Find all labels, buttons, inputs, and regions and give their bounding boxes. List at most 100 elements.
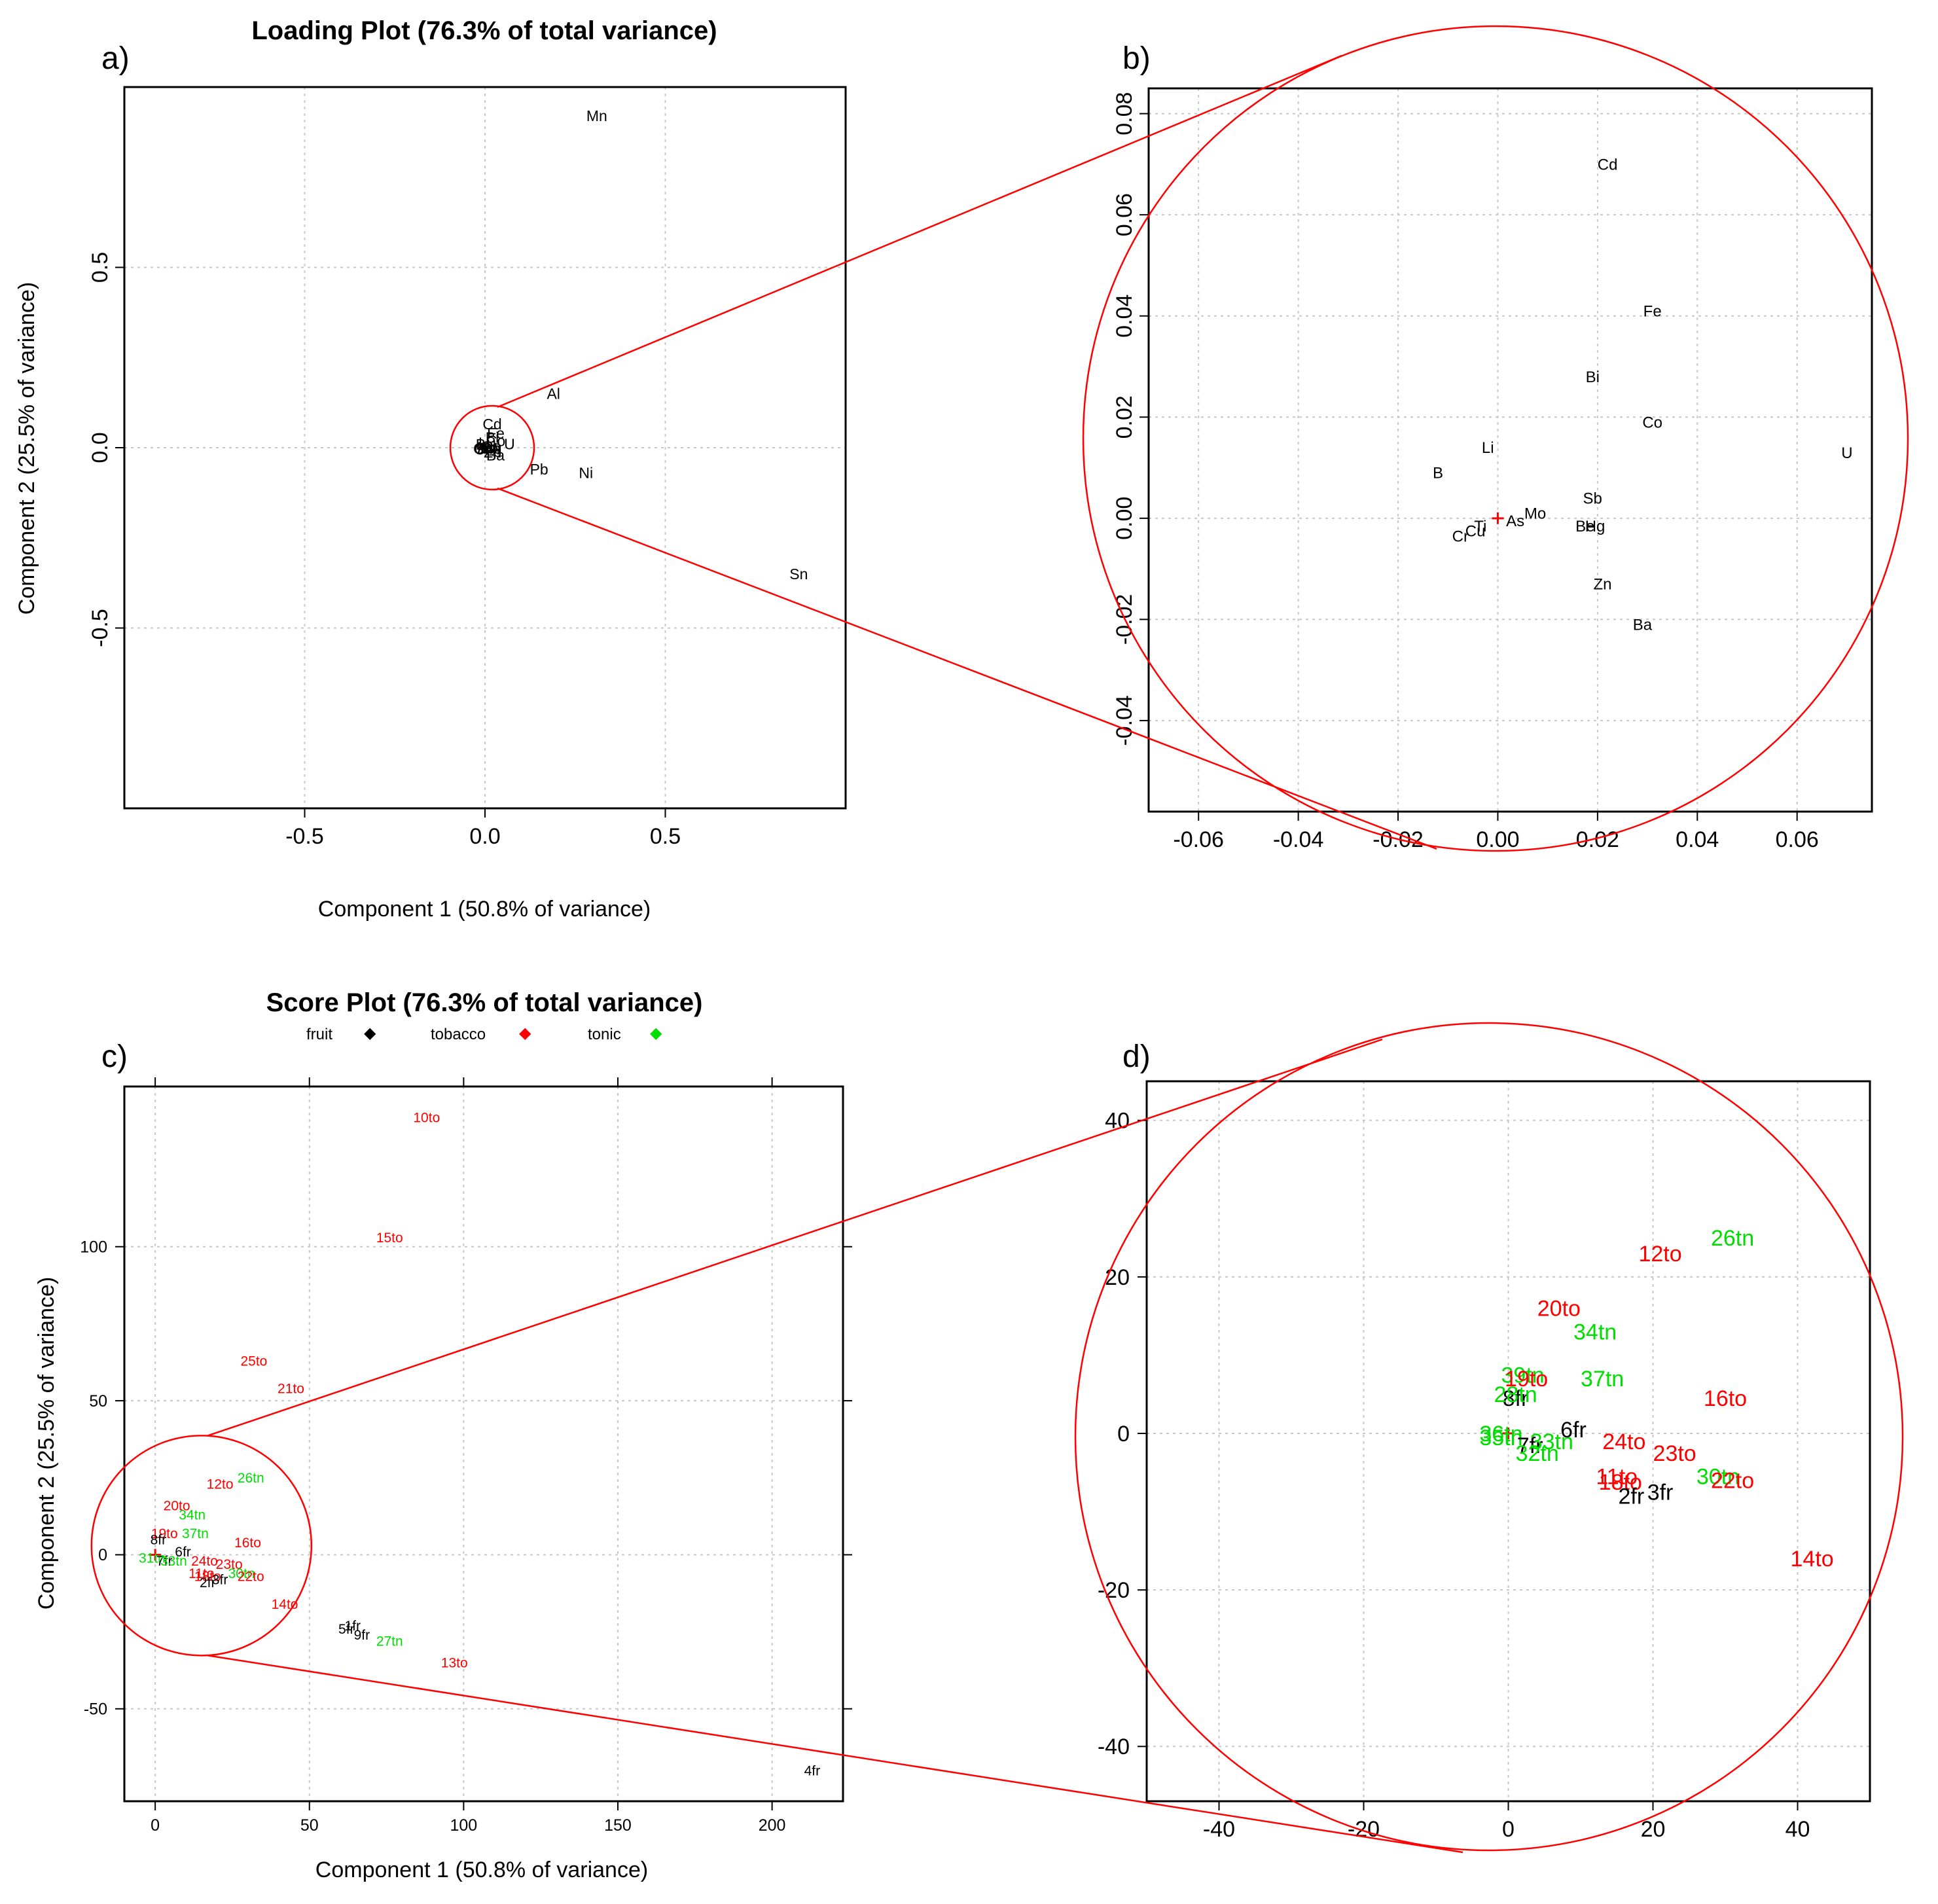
point-label-37tn: 37tn [1581, 1367, 1624, 1392]
x-tick-label: -40 [1203, 1817, 1235, 1842]
point-label-Sb: Sb [1583, 490, 1602, 507]
origin-marker [1502, 1428, 1515, 1440]
point-label-11to: 11to [188, 1566, 214, 1581]
zoom-connector-bottom-cd [207, 1655, 1463, 1854]
point-label-Cd: Cd [482, 416, 501, 433]
point-label-Fe: Fe [1643, 302, 1662, 320]
point-label-As: As [477, 440, 495, 457]
y-tick-label: 0.5 [88, 252, 113, 283]
zoom-circle-small-a [449, 404, 535, 491]
panel-label-d: d) [1122, 1039, 1151, 1074]
zoom-circle-small-c [90, 1435, 313, 1657]
y-tick-label: 40 [1105, 1109, 1130, 1134]
point-label-Co: Co [1642, 414, 1662, 431]
point-label-Mo: Mo [477, 439, 498, 456]
x-tick-label: 0.00 [1476, 827, 1519, 852]
plot-frame [123, 1085, 844, 1803]
y-tick-label: 0.06 [1112, 193, 1137, 236]
point-label-3fr: 3fr [212, 1572, 228, 1587]
point-label-34tn: 34tn [1573, 1320, 1617, 1345]
score-y-axis-title: Component 2 (25.5% of variance) [34, 1277, 59, 1609]
point-label-Bi: Bi [1586, 368, 1600, 386]
x-tick-label: 0.5 [650, 824, 681, 849]
point-label-27tn: 27tn [376, 1634, 403, 1649]
y-tick-label: -20 [1098, 1578, 1130, 1603]
zoom-circle-large-b [1082, 25, 1909, 852]
point-label-6fr: 6fr [175, 1545, 191, 1560]
point-label-Ba: Ba [486, 447, 505, 464]
point-label-6fr: 6fr [1560, 1418, 1587, 1443]
point-label-8fr: 8fr [151, 1532, 167, 1547]
y-tick-label: 100 [80, 1238, 107, 1257]
zoom-connector-top-cd [207, 1038, 1383, 1437]
point-label-21to: 21to [278, 1382, 304, 1397]
origin-marker [149, 1549, 162, 1561]
legend-marker-tonic: ◆ [650, 1024, 662, 1042]
x-tick-label: 100 [450, 1816, 478, 1835]
y-tick-label: -0.04 [1112, 695, 1137, 746]
x-tick-label: 150 [604, 1816, 632, 1835]
panel-label-b: b) [1122, 41, 1151, 76]
point-label-33tn: 33tn [160, 1554, 187, 1569]
point-label-28tn: 28tn [1494, 1382, 1537, 1407]
point-label-22to: 22to [238, 1570, 264, 1585]
point-label-19to: 19to [1505, 1367, 1548, 1392]
point-label-1fr: 1fr [344, 1619, 361, 1634]
x-tick-label: 50 [300, 1816, 319, 1835]
point-label-Cr: Cr [474, 440, 490, 458]
y-tick-label: -40 [1098, 1734, 1130, 1759]
panel-label-a: a) [101, 41, 130, 76]
point-label-Cu: Cu [1465, 523, 1486, 541]
point-label-B: B [476, 436, 486, 453]
point-label-Cr: Cr [1452, 528, 1469, 545]
point-label-Ni: Ni [579, 465, 593, 482]
point-label-23to: 23to [1653, 1441, 1696, 1466]
loading-plot-title: Loading Plot (76.3% of total variance) [251, 16, 717, 45]
x-tick-label: 0 [1502, 1817, 1515, 1842]
point-label-U: U [504, 436, 515, 453]
x-tick-label: 40 [1785, 1817, 1810, 1842]
point-label-9fr: 9fr [354, 1628, 370, 1643]
x-tick-label: 200 [759, 1816, 786, 1835]
point-label-12to: 12to [207, 1477, 234, 1492]
point-label-16to: 16to [234, 1536, 261, 1551]
panel-label-c: c) [101, 1039, 128, 1074]
legend-label-tobacco: tobacco [431, 1026, 486, 1043]
plot-frame [1147, 87, 1873, 813]
loading-x-axis-title: Component 1 (50.8% of variance) [318, 897, 651, 922]
point-label-Cu: Cu [473, 440, 492, 458]
point-label-33tn: 33tn [1530, 1429, 1573, 1454]
y-tick-label: 0.00 [1112, 497, 1137, 540]
score-x-axis-title: Component 1 (50.8% of variance) [315, 1858, 648, 1882]
point-label-30tn: 30tn [1696, 1465, 1740, 1490]
point-label-Sb: Sb [482, 438, 501, 455]
zoom-circle-large-d [1074, 1022, 1904, 1852]
legend-marker-tobacco: ◆ [519, 1024, 531, 1042]
point-label-U: U [1841, 444, 1852, 462]
point-label-35tn: 35tn [1479, 1426, 1522, 1450]
point-label-13to: 13to [441, 1656, 468, 1671]
x-tick-label: -0.06 [1173, 827, 1224, 852]
point-label-Li: Li [1482, 439, 1494, 457]
x-tick-label: -0.04 [1273, 827, 1324, 852]
point-label-Fe: Fe [487, 425, 505, 442]
point-label-Al: Al [547, 385, 560, 402]
point-label-Hg: Hg [1585, 518, 1606, 535]
zoom-connector-top-ab [497, 54, 1342, 408]
loading-y-axis-title: Component 2 (25.5% of variance) [14, 282, 39, 615]
point-label-Zn: Zn [484, 444, 501, 461]
point-label-34tn: 34tn [179, 1508, 206, 1523]
zoom-connectors [90, 25, 1909, 1854]
x-tick-label: 0 [151, 1816, 160, 1835]
point-label-11to: 11to [1596, 1465, 1638, 1490]
point-label-2fr: 2fr [200, 1575, 216, 1590]
point-label-Cd: Cd [1598, 156, 1618, 173]
legend-label-fruit: fruit [306, 1026, 332, 1043]
origin-marker [479, 442, 491, 454]
point-label-Hg: Hg [482, 440, 501, 457]
point-label-32tn: 32tn [1516, 1441, 1559, 1466]
y-tick-label: 0.0 [88, 432, 113, 463]
origin-marker [1492, 512, 1504, 524]
point-label-Ba: Ba [1633, 616, 1653, 634]
